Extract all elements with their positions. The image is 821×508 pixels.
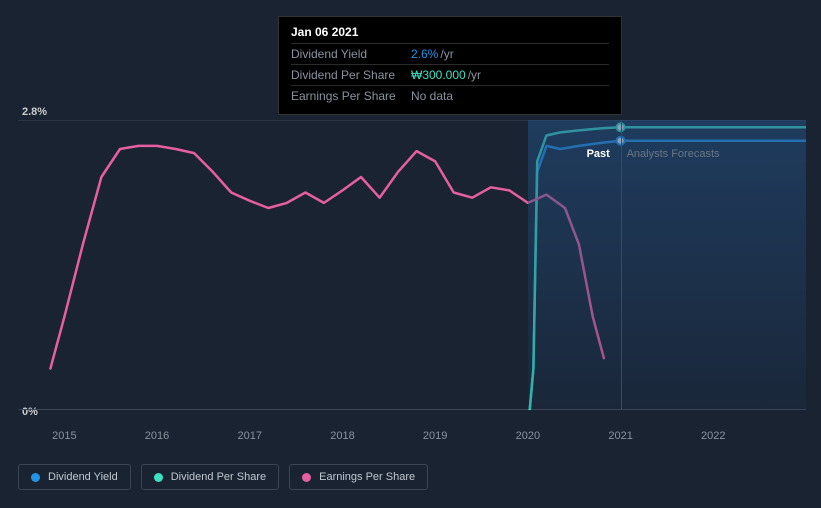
tooltip-row: Dividend Per Share ₩300.000 /yr	[291, 64, 609, 85]
x-tick-label: 2016	[145, 430, 169, 442]
forecast-label: Analysts Forecasts	[627, 148, 720, 160]
x-tick-label: 2015	[52, 430, 76, 442]
x-tick-label: 2017	[238, 430, 262, 442]
swatch-icon	[154, 473, 163, 482]
x-tick-label: 2019	[423, 430, 447, 442]
x-tick-label: 2022	[701, 430, 725, 442]
legend-item-dividend-yield[interactable]: Dividend Yield	[18, 464, 131, 490]
tooltip-label: Earnings Per Share	[291, 89, 411, 103]
forecast-fill	[528, 120, 806, 409]
legend-label: Dividend Yield	[48, 471, 118, 483]
tooltip-unit: /yr	[440, 47, 453, 61]
tooltip-value: No data	[411, 89, 453, 103]
tooltip-row: Dividend Yield 2.6% /yr	[291, 43, 609, 64]
tooltip-value: 2.6%	[411, 47, 438, 61]
tooltip-unit: /yr	[468, 68, 481, 82]
tooltip-value: ₩300.000	[411, 68, 466, 82]
chart-area[interactable]: 2.8% 0% Past Analysts Forecasts	[18, 100, 806, 430]
legend: Dividend Yield Dividend Per Share Earnin…	[18, 464, 428, 490]
cursor-line	[621, 120, 622, 409]
legend-label: Earnings Per Share	[319, 471, 415, 483]
legend-item-earnings-per-share[interactable]: Earnings Per Share	[289, 464, 428, 490]
tooltip-date: Jan 06 2021	[291, 25, 609, 43]
tooltip-label: Dividend Per Share	[291, 68, 411, 82]
tooltip-row: Earnings Per Share No data	[291, 85, 609, 106]
legend-label: Dividend Per Share	[171, 471, 266, 483]
x-axis: 2015 2016 2017 2018 2019 2020 2021 2022	[18, 430, 806, 450]
past-label: Past	[587, 148, 610, 160]
chart-tooltip: Jan 06 2021 Dividend Yield 2.6% /yr Divi…	[278, 16, 622, 115]
plot-area: Past Analysts Forecasts	[18, 120, 806, 410]
swatch-icon	[31, 473, 40, 482]
x-tick-label: 2018	[330, 430, 354, 442]
y-axis-max-label: 2.8%	[22, 106, 47, 118]
x-tick-label: 2020	[516, 430, 540, 442]
tooltip-label: Dividend Yield	[291, 47, 411, 61]
x-tick-label: 2021	[608, 430, 632, 442]
swatch-icon	[302, 473, 311, 482]
legend-item-dividend-per-share[interactable]: Dividend Per Share	[141, 464, 279, 490]
